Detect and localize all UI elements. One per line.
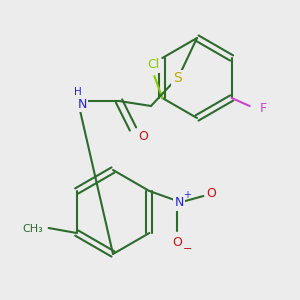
Text: S: S	[172, 71, 182, 85]
Text: N: N	[175, 196, 184, 209]
Text: F: F	[260, 101, 267, 115]
Text: Cl: Cl	[147, 58, 160, 71]
Text: −: −	[183, 244, 192, 254]
Text: O: O	[206, 188, 216, 200]
Text: N: N	[77, 98, 87, 110]
Text: O: O	[138, 130, 148, 143]
Text: O: O	[172, 236, 182, 250]
Text: +: +	[183, 190, 191, 200]
Text: CH₃: CH₃	[22, 224, 43, 234]
Text: H: H	[74, 87, 82, 97]
